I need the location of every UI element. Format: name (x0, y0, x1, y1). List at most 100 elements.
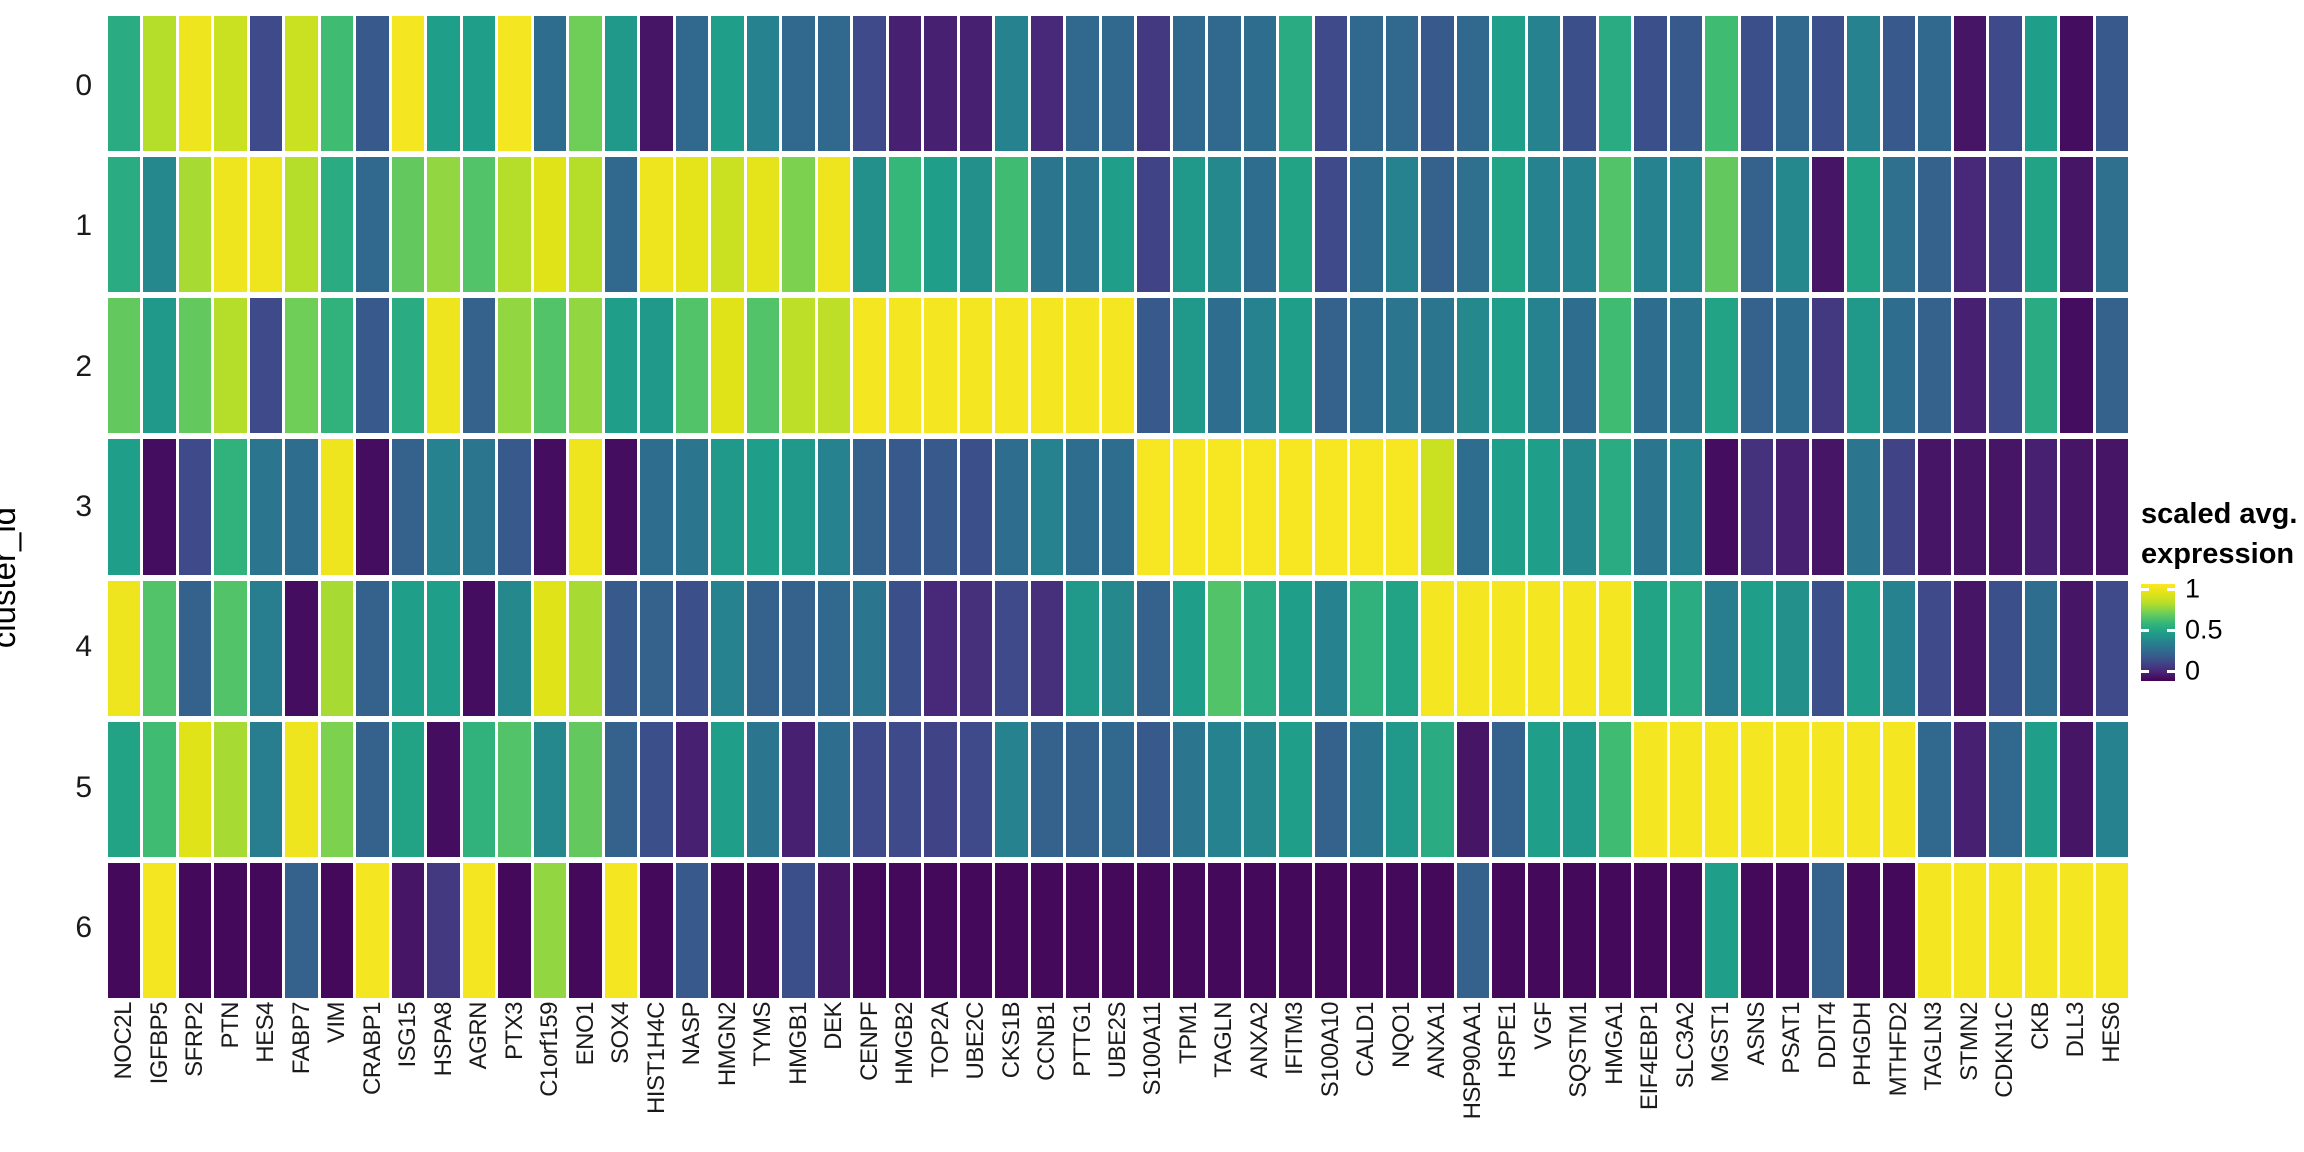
x-tick-label: SFRP2 (179, 1002, 212, 1150)
gene-label: TAGLN3 (1920, 1002, 1948, 1091)
heatmap-cell (320, 298, 354, 434)
heatmap-cell (1172, 862, 1206, 998)
heatmap-cell (1279, 16, 1312, 152)
heatmap-cell (1066, 862, 1099, 998)
heatmap-cell (1243, 298, 1277, 434)
heatmap-cell (249, 862, 283, 998)
heatmap-cell (675, 862, 709, 998)
heatmap-cell (2024, 16, 2058, 152)
gene-label: PHGDH (1849, 1002, 1877, 1087)
heatmap-cell (995, 580, 1028, 716)
heatmap-cell (1989, 298, 2022, 434)
heatmap-cell (1243, 439, 1277, 575)
gene-label: HSPE1 (1494, 1002, 1522, 1079)
heatmap-cell (959, 580, 993, 716)
heatmap-cell (1740, 862, 1774, 998)
heatmap-cell (108, 298, 141, 434)
gene-label: DLL3 (2062, 1002, 2090, 1058)
heatmap-cell (1882, 16, 1916, 152)
heatmap-cell (1172, 721, 1206, 857)
heatmap-cell (959, 157, 993, 293)
gene-label: MTHFD2 (1884, 1002, 1912, 1097)
heatmap-cell (285, 580, 318, 716)
heatmap-cell (533, 439, 567, 575)
heatmap-cell (1598, 157, 1632, 293)
heatmap-cell (1172, 157, 1206, 293)
x-tick-label: S100A11 (1137, 1002, 1170, 1150)
heatmap-cell (1882, 721, 1916, 857)
heatmap-cell (1598, 16, 1632, 152)
x-tick-label: UBE2C (960, 1002, 992, 1150)
heatmap-cell (249, 298, 283, 434)
x-tick-label: VGF (1528, 1002, 1560, 1150)
heatmap-cell (1634, 439, 1667, 575)
heatmap-cell (746, 16, 780, 152)
heatmap-cell (782, 439, 815, 575)
x-tick-label: NOC2L (108, 1002, 140, 1150)
heatmap-cell (391, 580, 425, 716)
heatmap-cell (1705, 721, 1738, 857)
heatmap-cell (320, 580, 354, 716)
heatmap-cell (1279, 157, 1312, 293)
heatmap-cell (888, 721, 922, 857)
heatmap-cell (1492, 298, 1525, 434)
heatmap-cell (2060, 862, 2093, 998)
heatmap-cell (1243, 721, 1277, 857)
heatmap-cell (711, 580, 744, 716)
heatmap-cell (427, 16, 460, 152)
heatmap-cell (462, 439, 496, 575)
legend-title-line2: expression (2141, 538, 2295, 571)
heatmap-cell (285, 721, 318, 857)
y-tick-label: 1 (75, 209, 92, 243)
heatmap-cell (1918, 157, 1951, 293)
heatmap-cell (675, 439, 709, 575)
x-tick-label: VIM (321, 1002, 354, 1150)
heatmap-cell (1527, 580, 1561, 716)
heatmap-cell (1563, 439, 1596, 575)
gene-label: ENO1 (571, 1002, 599, 1066)
heatmap-cell (924, 16, 957, 152)
heatmap-cell (1137, 580, 1170, 716)
heatmap-cell (1776, 580, 1809, 716)
heatmap-cell (143, 580, 176, 716)
heatmap-cell (249, 721, 283, 857)
x-tick-label: FABP7 (285, 1002, 317, 1150)
heatmap-cell (959, 721, 993, 857)
heatmap-cell (1350, 721, 1383, 857)
heatmap-cell (143, 439, 176, 575)
heatmap-cell (1314, 862, 1348, 998)
x-tick-label: AGRN (463, 1002, 495, 1150)
heatmap-cell (1350, 157, 1383, 293)
heatmap-cell (1101, 298, 1135, 434)
heatmap-cell (746, 439, 780, 575)
heatmap-cell (817, 298, 851, 434)
heatmap-cell (1705, 157, 1738, 293)
heatmap-cell (817, 721, 851, 857)
gene-label: SQSTM1 (1565, 1002, 1593, 1098)
heatmap-cell (391, 298, 425, 434)
x-tick-label: TAGLN3 (1918, 1002, 1950, 1150)
heatmap-cell (1314, 16, 1348, 152)
heatmap-cell (356, 298, 389, 434)
heatmap-cell (108, 16, 141, 152)
gene-label: ASNS (1742, 1002, 1770, 1066)
heatmap-cell (888, 580, 922, 716)
gene-label: CCNB1 (1033, 1002, 1060, 1081)
heatmap-cell (1989, 157, 2022, 293)
heatmap-cell (1101, 721, 1135, 857)
x-tick-label: UBE2S (1102, 1002, 1134, 1150)
gene-label: IGFBP5 (145, 1002, 173, 1085)
gene-label: STMN2 (1955, 1002, 1983, 1081)
heatmap-cell (2060, 580, 2093, 716)
heatmap-cell (1279, 439, 1312, 575)
heatmap-cell (1066, 721, 1099, 857)
x-tick-label: IGFBP5 (143, 1002, 175, 1150)
heatmap-cell (1066, 16, 1099, 152)
heatmap-cell (1030, 580, 1064, 716)
x-tick-label: STMN2 (1954, 1002, 1987, 1150)
heatmap-cell (640, 580, 673, 716)
heatmap-cell (1953, 721, 1987, 857)
gene-label: FABP7 (287, 1002, 315, 1075)
heatmap-cell (1882, 580, 1916, 716)
